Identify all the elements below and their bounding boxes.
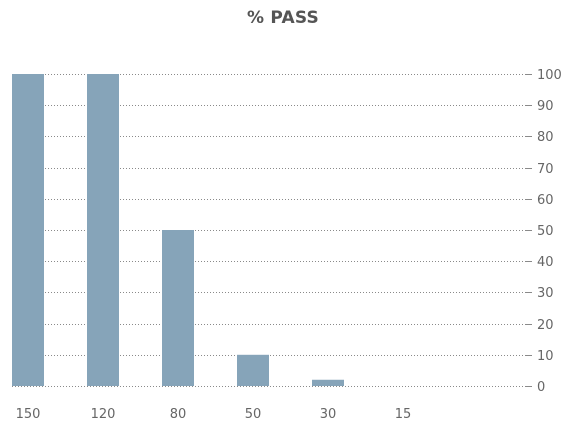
x-tick-label: 80	[170, 407, 187, 422]
bar	[312, 379, 344, 386]
x-axis: 150 120 80 50 30 15	[16, 407, 412, 422]
bar	[162, 230, 194, 386]
y-tick-label: 10	[537, 349, 554, 364]
x-tick-label: 150	[16, 407, 41, 422]
bar	[237, 354, 269, 386]
y-tick-label: 90	[537, 99, 554, 114]
y-axis: 0 10 20 30 40 50 60 70 80 90 100	[526, 68, 562, 395]
bar-layer	[12, 74, 344, 386]
bar	[12, 74, 44, 386]
y-tick-label: 20	[537, 318, 554, 333]
chart-title: % PASS	[247, 8, 319, 28]
y-tick-label: 100	[537, 68, 562, 83]
x-tick-label: 50	[245, 407, 262, 422]
x-tick-label: 15	[395, 407, 412, 422]
y-tick-label: 50	[537, 224, 554, 239]
x-tick-label: 120	[91, 407, 116, 422]
y-tick-label: 60	[537, 193, 554, 208]
y-tick-label: 0	[537, 380, 545, 395]
x-tick-label: 30	[320, 407, 337, 422]
y-tick-label: 80	[537, 130, 554, 145]
y-tick-label: 40	[537, 255, 554, 270]
y-tick-label: 30	[537, 286, 554, 301]
bar	[87, 74, 119, 386]
y-tick-label: 70	[537, 162, 554, 177]
